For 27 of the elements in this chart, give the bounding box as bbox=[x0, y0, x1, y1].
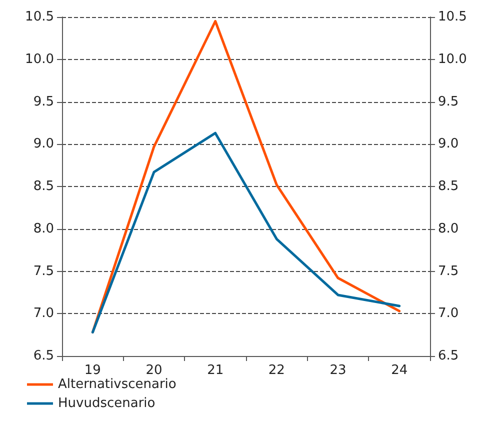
y2-tick-label: 8.0 bbox=[438, 221, 459, 236]
y2-tick-label: 8.5 bbox=[438, 179, 459, 194]
legend-label: Huvudscenario bbox=[58, 396, 156, 411]
line-series bbox=[91, 132, 401, 334]
x-tick-label: 21 bbox=[207, 363, 224, 378]
y2-tick-label: 6.5 bbox=[438, 348, 459, 364]
y-tick-label: 8.0 bbox=[33, 221, 54, 236]
y-tick-label: 9.0 bbox=[33, 136, 54, 152]
y-tick-label: 7.5 bbox=[33, 264, 54, 279]
x-tick-label: 23 bbox=[330, 363, 346, 378]
y2-tick-label: 9.5 bbox=[438, 94, 459, 110]
y-tick-label: 6.5 bbox=[33, 348, 54, 364]
y-tick-label: 9.5 bbox=[33, 94, 54, 110]
x-tick-label: 20 bbox=[146, 363, 162, 378]
x-tick-label: 24 bbox=[391, 363, 408, 378]
y2-tick-label: 10.5 bbox=[438, 10, 467, 24]
y-tick-label: 10.0 bbox=[25, 52, 54, 67]
y2-tick-label: 7.5 bbox=[438, 264, 459, 279]
y2-tick-label: 10.0 bbox=[438, 52, 467, 67]
y-tick-label: 7.0 bbox=[33, 306, 54, 322]
y2-tick-label: 7.0 bbox=[438, 306, 459, 322]
x-tick-label: 22 bbox=[268, 363, 285, 378]
x-tick-label: 19 bbox=[84, 363, 101, 378]
y-tick-label: 10.5 bbox=[25, 10, 54, 24]
legend-label: Alternativscenario bbox=[58, 377, 176, 392]
y2-tick-label: 9.0 bbox=[438, 136, 459, 152]
y-tick-label: 8.5 bbox=[33, 179, 54, 194]
